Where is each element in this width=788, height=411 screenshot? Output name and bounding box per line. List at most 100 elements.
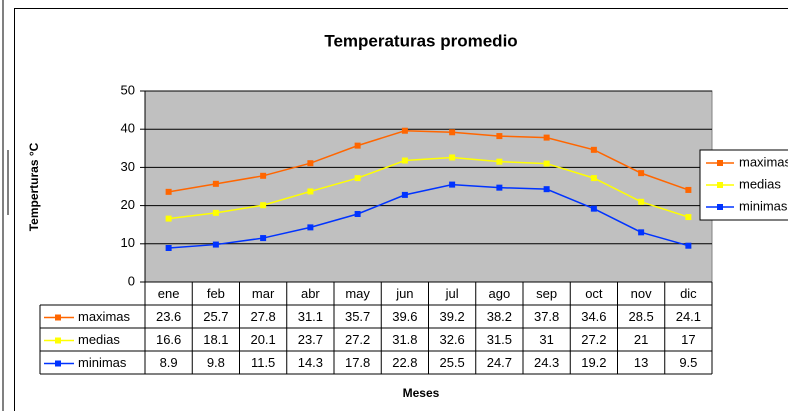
marker (590, 205, 597, 212)
table-cell: 16.6 (156, 332, 181, 347)
y-tick-label: 30 (121, 159, 135, 174)
table-cell: 11.5 (251, 355, 275, 370)
table-cell: 27.2 (581, 332, 606, 347)
y-tick-label: 20 (121, 197, 135, 212)
table-cell: 17 (681, 332, 695, 347)
x-tick-label: ene (158, 286, 180, 301)
table-series-name: minimas (78, 355, 127, 370)
marker (638, 170, 645, 177)
table-cell: 19.2 (581, 355, 606, 370)
x-tick-label: jun (395, 286, 413, 301)
table-cell: 18.1 (203, 332, 228, 347)
table-cell: 31.1 (298, 309, 323, 324)
y-axis-label: Temperturas °C (27, 142, 41, 231)
table-cell: 31.5 (487, 332, 512, 347)
marker (212, 209, 219, 216)
marker (307, 188, 314, 195)
series-line (168, 129, 689, 193)
table-key-marker (55, 314, 61, 321)
series-line (168, 183, 689, 249)
table-cell: 34.6 (581, 309, 606, 324)
marker (354, 211, 361, 218)
table-cell: 27.8 (250, 309, 275, 324)
y-tick-label: 40 (121, 121, 135, 136)
table-cell: 38.2 (487, 309, 512, 324)
marker (260, 235, 267, 242)
marker (638, 198, 645, 205)
table-cell: 27.2 (345, 332, 370, 347)
marker (543, 186, 550, 193)
table-series-name: maximas (78, 309, 131, 324)
legend-marker (717, 204, 723, 210)
table-key-marker (55, 360, 61, 367)
x-tick-label: feb (207, 286, 225, 301)
table-cell: 9.8 (207, 355, 225, 370)
table-cell: 24.3 (534, 355, 559, 370)
table-cell: 31.8 (392, 332, 417, 347)
marker (354, 175, 361, 182)
marker (449, 181, 456, 188)
x-tick-label: jul (445, 286, 459, 301)
marker (212, 180, 219, 187)
plot-area (144, 90, 713, 283)
marker (685, 214, 692, 221)
table-cell: 21 (634, 332, 648, 347)
marker (307, 160, 314, 167)
marker (212, 241, 219, 248)
marker (165, 188, 172, 195)
table-cell: 22.8 (392, 355, 417, 370)
marker (685, 186, 692, 193)
marker (449, 154, 456, 161)
series-line (168, 156, 689, 220)
marker (401, 127, 408, 134)
y-tick-label: 50 (121, 82, 135, 97)
marker (685, 242, 692, 249)
marker (260, 172, 267, 179)
table-cell: 8.9 (160, 355, 178, 370)
table-cell: 14.3 (298, 355, 323, 370)
x-tick-label: mar (252, 286, 275, 301)
table-series-name: medias (78, 332, 120, 347)
table-cell: 23.7 (298, 332, 323, 347)
table-cell: 32.6 (439, 332, 464, 347)
x-tick-label: ago (489, 286, 511, 301)
marker (165, 245, 172, 252)
x-tick-label: nov (631, 286, 652, 301)
marker (165, 215, 172, 222)
table-cell: 28.5 (628, 309, 653, 324)
marker (590, 146, 597, 153)
legend-marker (717, 182, 723, 188)
marker (496, 184, 503, 191)
table-cell: 24.1 (676, 309, 701, 324)
x-tick-label: sep (536, 286, 557, 301)
marker (307, 224, 314, 231)
legend-label: medias (739, 176, 781, 191)
x-tick-label: dic (680, 286, 697, 301)
marker (543, 134, 550, 141)
table-cell: 23.6 (156, 309, 181, 324)
x-axis-label: Meses (403, 386, 440, 400)
legend-label: minimas (739, 198, 788, 213)
table-cell: 39.2 (439, 309, 464, 324)
marker (401, 191, 408, 198)
table-cell: 37.8 (534, 309, 559, 324)
table-cell: 31 (539, 332, 553, 347)
chart-title: Temperaturas promedio (324, 31, 517, 50)
legend-marker (717, 160, 723, 166)
marker (496, 158, 503, 165)
table-cell: 20.1 (250, 332, 275, 347)
table-cell: 9.5 (679, 355, 697, 370)
x-tick-label: may (345, 286, 370, 301)
marker (260, 202, 267, 209)
table-cell: 25.7 (203, 309, 228, 324)
y-tick-label: 10 (121, 235, 135, 250)
x-tick-label: abr (301, 286, 320, 301)
legend-label: maximas (739, 154, 788, 169)
marker (496, 133, 503, 140)
y-tick-label: 0 (128, 273, 135, 288)
marker (638, 229, 645, 236)
table-cell: 17.8 (345, 355, 370, 370)
table-cell: 39.6 (392, 309, 417, 324)
x-tick-label: oct (585, 286, 603, 301)
